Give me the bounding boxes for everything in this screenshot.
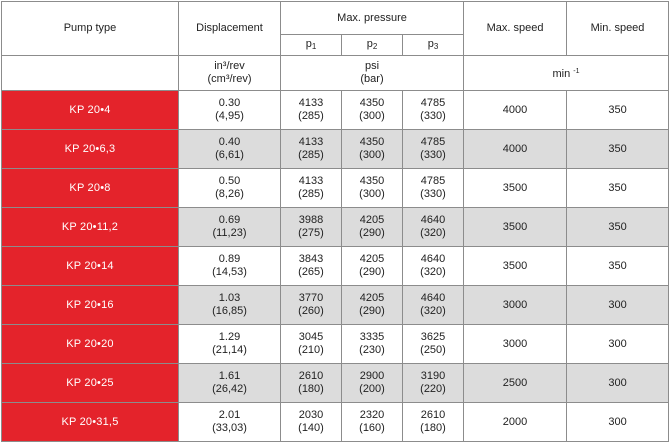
p1-cell: 4133 (285): [280, 129, 342, 169]
pump-type-cell: KP 20•20: [1, 324, 179, 364]
pump-type-cell: KP 20•31,5: [1, 402, 179, 442]
displacement-cell: 0.30 (4,95): [178, 90, 281, 130]
max-speed-cell: 4000: [463, 90, 568, 130]
max-speed-cell: 3500: [463, 168, 568, 208]
units-speed: min -1: [463, 55, 670, 91]
p1-cell: 2610 (180): [280, 363, 342, 403]
pump-type-cell: KP 20•11,2: [1, 207, 179, 247]
max-speed-cell: 3000: [463, 285, 568, 325]
p1-cell: 3045 (210): [280, 324, 342, 364]
p1-cell: 3770 (260): [280, 285, 342, 325]
displacement-cell: 1.03 (16,85): [178, 285, 281, 325]
displacement-cell: 1.61 (26,42): [178, 363, 281, 403]
min-speed-cell: 350: [566, 90, 670, 130]
units-pressure: psi (bar): [279, 55, 465, 91]
units-displacement: in³/rev (cm³/rev): [178, 55, 281, 91]
header-min-speed: Min. speed: [566, 1, 670, 56]
pump-type-cell: KP 20•14: [1, 246, 179, 286]
displacement-cell: 0.89 (14,53): [178, 246, 281, 286]
displacement-cell: 0.50 (8,26): [178, 168, 281, 208]
p2-cell: 2900 (200): [341, 363, 403, 403]
pump-type-cell: KP 20•8: [1, 168, 179, 208]
p1-cell: 2030 (140): [280, 402, 342, 442]
p3-cell: 4640 (320): [401, 207, 465, 247]
max-speed-cell: 2000: [463, 402, 568, 442]
table-row: KP 20•8 0.50 (8,26) 4133 (285) 4350 (300) 4785(…: [1, 168, 670, 208]
p3-cell: 4785 (330): [401, 129, 465, 169]
min-speed-cell: 300: [566, 402, 670, 442]
header-displacement: Displacement: [178, 1, 281, 56]
pump-type-cell: KP 20•6,3: [1, 129, 179, 169]
table-row: KP 20•20 1.29 (21,14) 3045 (210) 3335 (230) 362…: [1, 324, 670, 364]
p1-cell: 3988 (275): [280, 207, 342, 247]
displacement-cell: 0.69 (11,23): [178, 207, 281, 247]
header-max-pressure: Max. pressure: [279, 1, 465, 35]
table-row: KP 20•4 0.30 (4,95) 4133 (285) 4350 (300) 4785(…: [1, 90, 670, 130]
table-row: KP 20•6,3 0.40 (6,61) 4133 (285) 4350 (300) 478…: [1, 129, 670, 169]
p1-cell: 3843 (265): [280, 246, 342, 286]
max-speed-cell: 2500: [463, 363, 568, 403]
min-speed-cell: 350: [566, 168, 670, 208]
header-p3: p3: [401, 34, 465, 56]
p3-cell: 4640 (320): [401, 285, 465, 325]
header-p2: p2: [341, 34, 403, 56]
p2-cell: 4205 (290): [341, 246, 403, 286]
p1-cell: 4133 (285): [280, 90, 342, 130]
p2-cell: 4350 (300): [341, 168, 403, 208]
header-pump-type: Pump type: [1, 1, 179, 56]
max-speed-cell: 3000: [463, 324, 568, 364]
table-row: KP 20•11,2 0.69 (11,23) 3988 (275) 4205 (290) 4…: [1, 207, 670, 247]
p2-cell: 4205 (290): [341, 207, 403, 247]
p3-cell: 3625 (250): [401, 324, 465, 364]
p3-cell: 4640 (320): [401, 246, 465, 286]
pump-type-cell: KP 20•16: [1, 285, 179, 325]
units-pump-type-empty: [1, 55, 179, 91]
min-speed-cell: 300: [566, 285, 670, 325]
header-p1: p1: [280, 34, 342, 56]
min-speed-cell: 300: [566, 363, 670, 403]
p3-cell: 4785 (330): [401, 90, 465, 130]
table-row: KP 20•25 1.61 (26,42) 2610 (180) 2900 (200) 319…: [1, 363, 670, 403]
displacement-cell: 0.40 (6,61): [178, 129, 281, 169]
p2-cell: 4205 (290): [341, 285, 403, 325]
p2-cell: 2320 (160): [341, 402, 403, 442]
pump-type-cell: KP 20•4: [1, 90, 179, 130]
displacement-cell: 1.29 (21,14): [178, 324, 281, 364]
p2-cell: 3335 (230): [341, 324, 403, 364]
min-speed-cell: 300: [566, 324, 670, 364]
p1-cell: 4133 (285): [280, 168, 342, 208]
table-row: KP 20•14 0.89 (14,53) 3843 (265) 4205 (290) 464…: [1, 246, 670, 286]
min-speed-cell: 350: [566, 246, 670, 286]
p3-cell: 2610 (180): [401, 402, 465, 442]
table-row: KP 20•31,5 2.01 (33,03) 2030 (140) 2320 (160) 2…: [1, 402, 670, 442]
header-max-speed: Max. speed: [463, 1, 568, 56]
p2-cell: 4350 (300): [341, 129, 403, 169]
p3-cell: 3190 (220): [401, 363, 465, 403]
table-row: KP 20•16 1.03 (16,85) 3770 (260) 4205 (290) 464…: [1, 285, 670, 325]
p3-cell: 4785 (330): [401, 168, 465, 208]
min-speed-cell: 350: [566, 207, 670, 247]
p2-cell: 4350 (300): [341, 90, 403, 130]
max-speed-cell: 3500: [463, 207, 568, 247]
max-speed-cell: 4000: [463, 129, 568, 169]
pump-type-cell: KP 20•25: [1, 363, 179, 403]
min-speed-cell: 350: [566, 129, 670, 169]
displacement-cell: 2.01 (33,03): [178, 402, 281, 442]
max-speed-cell: 3500: [463, 246, 568, 286]
